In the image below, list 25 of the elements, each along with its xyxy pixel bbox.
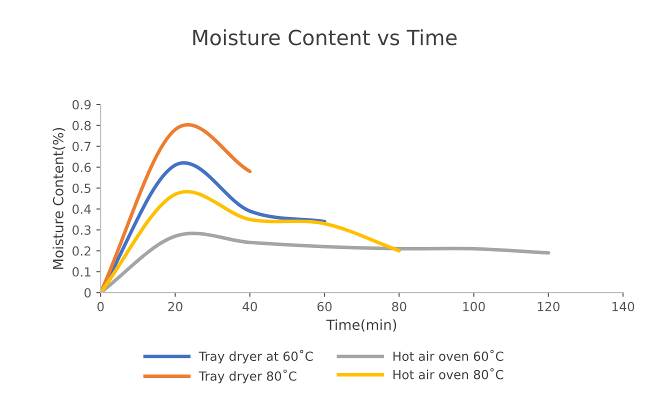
- y-tick-label: 0.7: [72, 142, 90, 152]
- y-tick-label: 0.3: [72, 225, 91, 235]
- y-tick-label: 0.1: [72, 267, 90, 277]
- x-tick-label: 60: [317, 302, 332, 312]
- y-axis-title: Moisture Content(%): [52, 128, 66, 269]
- legend-label: Tray dryer 80˚C: [198, 370, 296, 384]
- x-tick-label: 140: [612, 302, 634, 312]
- x-tick-label: 120: [538, 302, 560, 312]
- y-tick-label: 0: [84, 288, 91, 298]
- y-tick-label: 0.6: [72, 162, 91, 172]
- x-tick-label: 0: [97, 302, 104, 312]
- y-tick-label: 0.9: [72, 100, 91, 110]
- y-tick-label: 0.8: [72, 120, 91, 130]
- x-tick-label: 40: [242, 302, 257, 312]
- x-tick-label: 20: [168, 302, 182, 312]
- x-axis-title: Time(min): [326, 319, 396, 332]
- chart-title: Moisture Content vs Time: [193, 29, 457, 46]
- y-tick-label: 0.4: [72, 204, 91, 214]
- legend-label: Tray dryer at 60˚C: [198, 350, 313, 364]
- y-tick-label: 0.2: [72, 246, 90, 256]
- x-tick-label: 80: [392, 302, 406, 312]
- x-tick-label: 100: [463, 302, 485, 312]
- legend-label: Hot air oven 80˚C: [393, 368, 504, 380]
- y-tick-label: 0.5: [72, 184, 90, 194]
- legend-label: Hot air oven 60˚C: [393, 350, 504, 361]
